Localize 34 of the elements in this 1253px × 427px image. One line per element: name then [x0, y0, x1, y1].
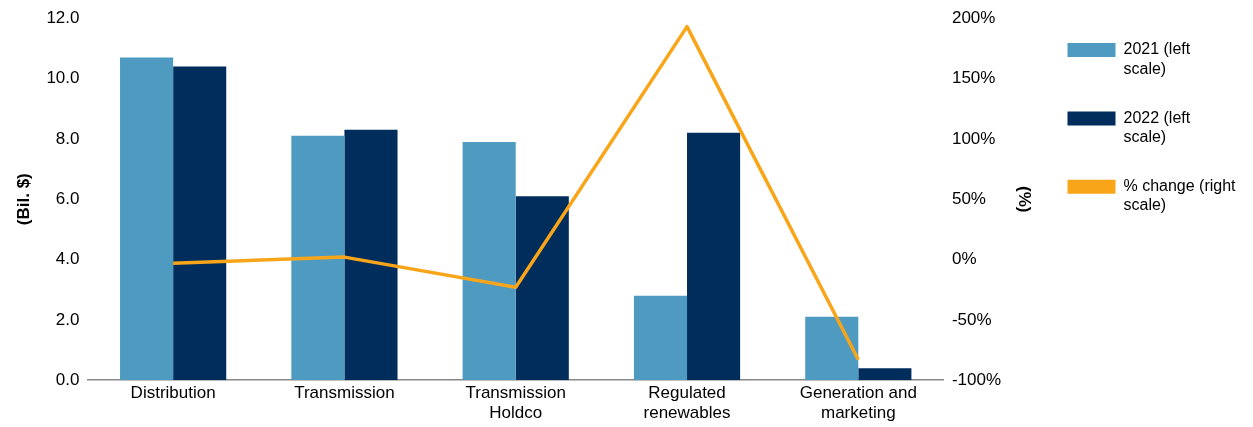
y-tick-label: 4.0 — [55, 249, 80, 269]
y-axis-title: (Bil. $) — [13, 173, 33, 226]
bar — [633, 295, 688, 381]
x-tick-label: Distribution — [130, 383, 216, 403]
x-tick-label: Generation and marketing — [799, 383, 917, 423]
bar — [120, 57, 174, 381]
y2-tick-label: 100% — [951, 128, 996, 148]
bar — [805, 316, 859, 381]
y2-tick-label: 0% — [951, 249, 977, 269]
bar — [687, 132, 741, 381]
bar — [858, 368, 912, 381]
bar — [291, 135, 345, 381]
y2-axis-title: (%) — [1014, 185, 1034, 213]
y2-tick-label: 200% — [951, 7, 996, 27]
y-tick-label: 6.0 — [55, 188, 80, 208]
y-tick-label: 2.0 — [55, 309, 80, 329]
y-tick-label: 8.0 — [55, 128, 80, 148]
bar — [462, 141, 516, 381]
legend-label: % change (right scale) — [1123, 177, 1237, 214]
x-tick-label: Regulated renewables — [643, 383, 731, 423]
y-tick-label: 0.0 — [55, 369, 80, 389]
y2-tick-label: -50% — [951, 309, 992, 329]
y2-tick-label: -100% — [951, 369, 1002, 389]
y-tick-label: 10.0 — [46, 68, 80, 88]
bar — [515, 196, 569, 381]
bar — [344, 129, 398, 381]
x-tick-label: Transmission Holdco — [465, 383, 566, 423]
x-tick-label: Transmission — [294, 383, 395, 403]
y2-tick-label: 50% — [951, 188, 986, 208]
y2-tick-label: 150% — [951, 68, 996, 88]
legend-label: 2022 (left scale) — [1123, 108, 1191, 146]
y-tick-label: 12.0 — [46, 7, 80, 27]
bar — [173, 66, 227, 381]
legend-label: 2021 (left scale) — [1123, 40, 1191, 77]
